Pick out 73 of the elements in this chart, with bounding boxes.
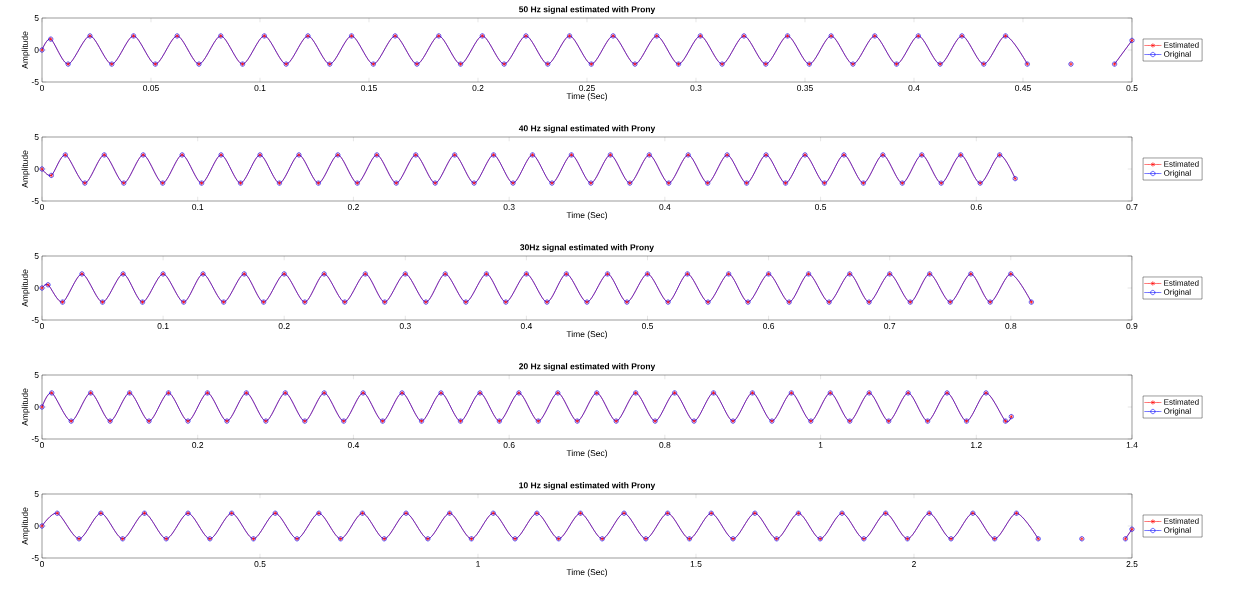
y-axis-title: Amplitude <box>21 269 30 307</box>
x-axis-title: Time (Sec) <box>566 211 608 220</box>
x-tick-label: 0.9 <box>1126 323 1138 330</box>
x-tick-label: 1.2 <box>971 442 982 448</box>
x-tick-label: 0.3 <box>399 323 411 330</box>
y-tick-label: 5 <box>34 491 39 497</box>
x-axis-title: Time (Sec) <box>566 449 608 458</box>
chart-title: 50 Hz signal estimated with Prony <box>519 6 656 14</box>
y-tick-label: 5 <box>34 134 39 140</box>
x-tick-label: 2 <box>912 561 916 567</box>
x-tick-label: 0.4 <box>347 442 360 449</box>
x-tick-label: 0.8 <box>1005 323 1017 330</box>
x-tick-label: 0.8 <box>659 442 671 449</box>
x-tick-label: 1 <box>818 442 823 448</box>
y-tick-label: -5 <box>31 555 39 561</box>
y-axis-title: Amplitude <box>21 388 30 426</box>
x-tick-label: 0.5 <box>641 323 654 330</box>
x-tick-label: 0.1 <box>192 204 204 211</box>
x-axis-title: Time (Sec) <box>566 330 607 339</box>
y-tick-label: 0 <box>34 166 39 172</box>
x-tick-label: 0.3 <box>503 204 515 211</box>
chart-title: 30Hz signal estimated with Prony <box>520 244 654 253</box>
x-tick-label: 0.2 <box>472 85 484 92</box>
x-tick-label: 0 <box>39 561 45 568</box>
x-tick-label: 0.45 <box>1015 85 1031 92</box>
x-tick-label: 0.2 <box>278 323 290 330</box>
x-tick-label: 0 <box>39 204 45 211</box>
x-tick-label: 0.2 <box>192 442 204 449</box>
x-tick-label: 0.6 <box>503 442 515 449</box>
x-tick-label: 0.35 <box>797 85 813 92</box>
x-tick-label: 0.6 <box>970 204 982 211</box>
x-tick-label: 0.6 <box>763 323 775 330</box>
x-tick-label: 0.05 <box>143 85 159 92</box>
chart-title: 40 Hz signal estimated with Prony <box>518 125 656 133</box>
chart-title: 10 Hz signal estimated with Prony <box>519 482 656 491</box>
x-tick-label: 0.1 <box>157 323 169 330</box>
y-tick-label: 0 <box>34 523 39 529</box>
x-tick-label: 2.5 <box>1126 561 1138 568</box>
chart-title: 20 Hz signal estimated with Prony <box>519 363 656 372</box>
x-axis-title: Time (Sec) <box>566 92 607 101</box>
x-tick-label: 1.5 <box>690 561 702 567</box>
y-tick-label: 5 <box>34 253 39 259</box>
x-axis-title: Time (Sec) <box>566 568 607 577</box>
x-tick-label: 0.5 <box>254 561 266 568</box>
x-tick-label: 0.25 <box>579 85 595 92</box>
x-tick-label: 0.4 <box>520 323 533 330</box>
y-tick-label: -5 <box>31 198 39 204</box>
y-tick-label: 0 <box>34 404 39 410</box>
x-tick-label: 0.5 <box>815 204 827 211</box>
y-tick-label: 0 <box>34 285 39 291</box>
x-tick-label: 0.1 <box>254 85 266 92</box>
x-tick-label: 0.7 <box>884 323 896 330</box>
y-tick-label: 5 <box>34 15 39 21</box>
x-tick-label: 0 <box>39 323 45 330</box>
x-tick-label: 0.15 <box>361 85 377 92</box>
x-tick-label: 0.3 <box>690 85 702 92</box>
y-axis-title: Amplitude <box>21 31 30 69</box>
x-tick-label: 1 <box>476 561 480 567</box>
y-tick-label: -5 <box>31 317 39 323</box>
y-tick-label: -5 <box>31 79 39 85</box>
x-tick-label: 0 <box>39 442 45 449</box>
y-axis-title: Amplitude <box>21 150 30 188</box>
x-tick-label: 0 <box>39 85 45 92</box>
x-tick-label: 0.5 <box>1126 85 1138 92</box>
y-axis-title: Amplitude <box>21 507 30 545</box>
y-tick-label: 0 <box>34 47 39 53</box>
x-tick-label: 0.2 <box>347 204 359 211</box>
x-tick-label: 0.4 <box>908 85 920 92</box>
y-tick-label: -5 <box>31 436 39 442</box>
y-tick-label: 5 <box>34 372 39 378</box>
x-tick-label: 1.4 <box>1126 442 1138 448</box>
x-tick-label: 0.7 <box>1126 204 1138 211</box>
x-tick-label: 0.4 <box>659 204 671 211</box>
